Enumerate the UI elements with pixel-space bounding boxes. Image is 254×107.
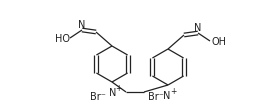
Text: Br⁻: Br⁻ [148, 92, 164, 102]
Text: OH: OH [212, 37, 227, 47]
Text: N: N [194, 23, 202, 33]
Text: N: N [78, 20, 86, 30]
Text: +: + [170, 87, 176, 96]
Text: HO: HO [55, 34, 70, 44]
Text: N: N [109, 88, 117, 98]
Text: Br⁻: Br⁻ [90, 92, 106, 102]
Text: +: + [115, 84, 121, 93]
Text: N: N [163, 91, 171, 101]
